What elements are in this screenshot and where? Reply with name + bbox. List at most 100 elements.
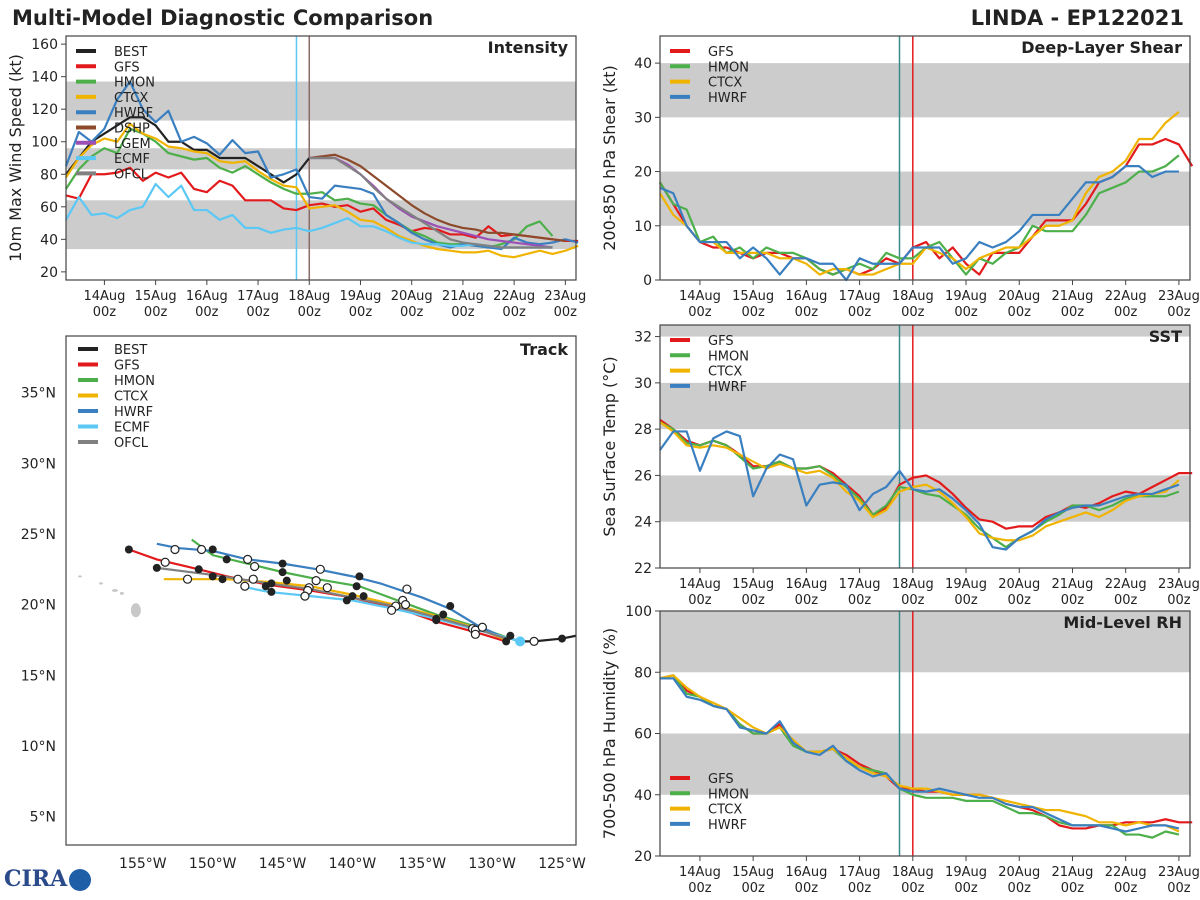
track-point-hollow [529, 636, 539, 647]
x-tick-hour: 00z [1167, 305, 1191, 320]
legend-label: DSHP [114, 122, 150, 137]
x-tick-hour: 00z [1008, 305, 1032, 320]
series-ctcx [65, 122, 579, 259]
track-point-hollow [170, 544, 180, 555]
x-tick-day: 19Aug [945, 577, 987, 592]
x-tick-day: 14Aug [83, 289, 125, 304]
x-tick-day: 16Aug [785, 577, 827, 592]
y-tick-label: 10 [634, 219, 652, 235]
track-point-filled [278, 559, 287, 568]
x-tick-label: 18Aug 00z [892, 865, 934, 896]
x-tick-hour: 00z [298, 305, 322, 320]
legend-label: CTCX [708, 76, 742, 91]
legend-label: CTCX [708, 365, 742, 380]
track-ctcx [163, 578, 507, 642]
panel-title: SST [1149, 327, 1182, 346]
x-tick-label: 15Aug 00z [135, 289, 177, 320]
track-point-filled [124, 545, 133, 554]
track-gfs [128, 548, 507, 643]
legend-label: HWRF [708, 380, 747, 395]
track-point-filled [218, 575, 227, 584]
legend-label: CTCX [114, 390, 148, 405]
y-tick-label: 30 [634, 110, 652, 126]
x-tick-hour: 00z [901, 305, 925, 320]
y-axis-label: 700-500 hPa Humidity (%) [600, 628, 619, 839]
track-point-filled [194, 565, 203, 574]
legend-label: CTCX [708, 803, 742, 818]
x-tick-hour: 00z [741, 593, 765, 608]
band [66, 81, 576, 121]
track-point-filled [267, 587, 276, 596]
track-point-hollow [250, 561, 260, 572]
x-tick-day: 16Aug [785, 865, 827, 880]
x-tick-hour: 00z [848, 881, 872, 896]
x-tick-hour: 00z [1114, 305, 1138, 320]
track-point-filled [359, 592, 368, 601]
x-tick-label: 140°W [329, 856, 377, 872]
x-tick-label: 16Aug 00z [785, 865, 827, 896]
x-tick-hour: 00z [741, 881, 765, 896]
x-tick-label: 22Aug 00z [1105, 577, 1147, 608]
legend-label: ECMF [114, 152, 150, 167]
legend-label: HMON [708, 349, 749, 364]
plot-frame [659, 324, 1191, 569]
track-point-hollow [248, 574, 258, 584]
legend-label: OFCL [114, 167, 149, 182]
y-tick-label: 20 [634, 849, 652, 865]
track-point-filled [439, 610, 448, 619]
x-tick-hour: 00z [688, 593, 712, 608]
series-dshp [309, 153, 566, 243]
legend-label: GFS [708, 45, 734, 60]
x-tick-hour: 00z [1114, 881, 1138, 896]
y-axis-label: 200-850 hPa Shear (kt) [600, 65, 619, 251]
y-tick-label: 30 [634, 376, 652, 392]
track-point-filled [342, 596, 351, 605]
x-tick-hour: 00z [144, 305, 168, 320]
y-tick-label: 40 [634, 788, 652, 804]
x-tick-day: 23Aug [1158, 289, 1200, 304]
series-ctcx [659, 674, 1180, 833]
x-tick-day: 15Aug [732, 865, 774, 880]
x-tick-label: 155°W [119, 856, 167, 872]
series-hwrf [659, 430, 1180, 551]
x-tick-day: 21Aug [1051, 577, 1093, 592]
series-ofcl [309, 156, 553, 249]
series-hwrf [659, 165, 1179, 282]
x-tick-hour: 00z [848, 593, 872, 608]
x-tick-hour: 00z [195, 305, 219, 320]
band [660, 63, 1190, 118]
plot-frame [65, 35, 577, 281]
x-tick-hour: 00z [688, 305, 712, 320]
legend-label: CTCX [114, 91, 148, 106]
x-tick-label: 130°W [468, 856, 516, 872]
track-point-filled [222, 555, 231, 564]
x-tick-label: 20Aug 00z [391, 289, 433, 320]
y-tick-label: 40 [634, 56, 652, 72]
track-point-hollow [160, 557, 170, 567]
track-point-hollow [182, 574, 193, 584]
x-tick-label: 15Aug 00z [732, 577, 774, 608]
x-tick-day: 22Aug [1105, 289, 1147, 304]
x-tick-day: 22Aug [1105, 865, 1147, 880]
band [660, 325, 1190, 337]
legend-label: GFS [114, 60, 140, 75]
y-tick-label: 22 [634, 561, 652, 577]
x-tick-label: 20Aug 00z [998, 577, 1040, 608]
track-point-hollow [243, 554, 253, 564]
x-tick-day: 21Aug [1051, 865, 1093, 880]
track-point-filled [558, 634, 567, 643]
x-tick-day: 16Aug [785, 289, 827, 304]
y-tick-label: 20 [40, 265, 58, 281]
track-point-filled [355, 572, 364, 581]
x-tick-label: 19Aug 00z [945, 577, 987, 608]
x-tick-day: 19Aug [340, 289, 382, 304]
plot-frame [65, 335, 577, 846]
x-tick-day: 18Aug [892, 865, 934, 880]
y-tick-label: 35°N [21, 386, 56, 402]
x-tick-hour: 00z [741, 305, 765, 320]
band [660, 733, 1190, 795]
y-tick-label: 140 [31, 70, 58, 86]
x-tick-day: 20Aug [998, 865, 1040, 880]
